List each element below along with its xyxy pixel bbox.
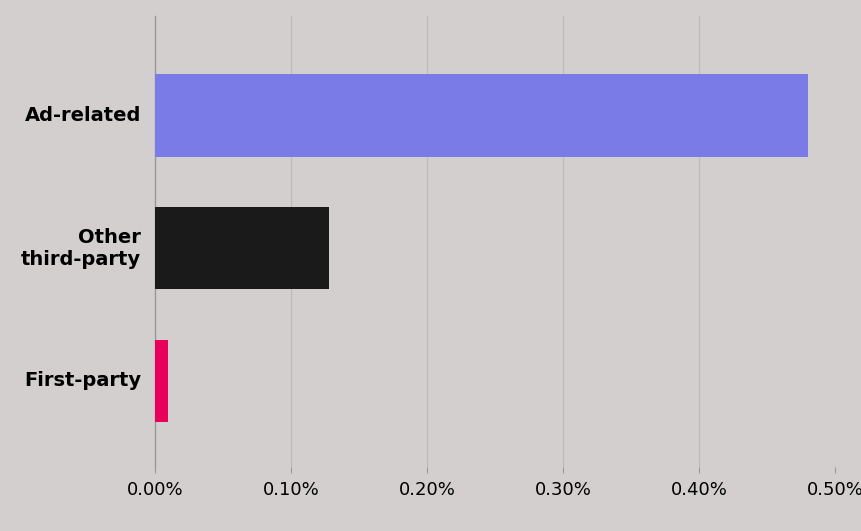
Bar bbox=[155, 340, 168, 422]
Bar bbox=[155, 207, 329, 289]
Bar bbox=[155, 74, 808, 157]
